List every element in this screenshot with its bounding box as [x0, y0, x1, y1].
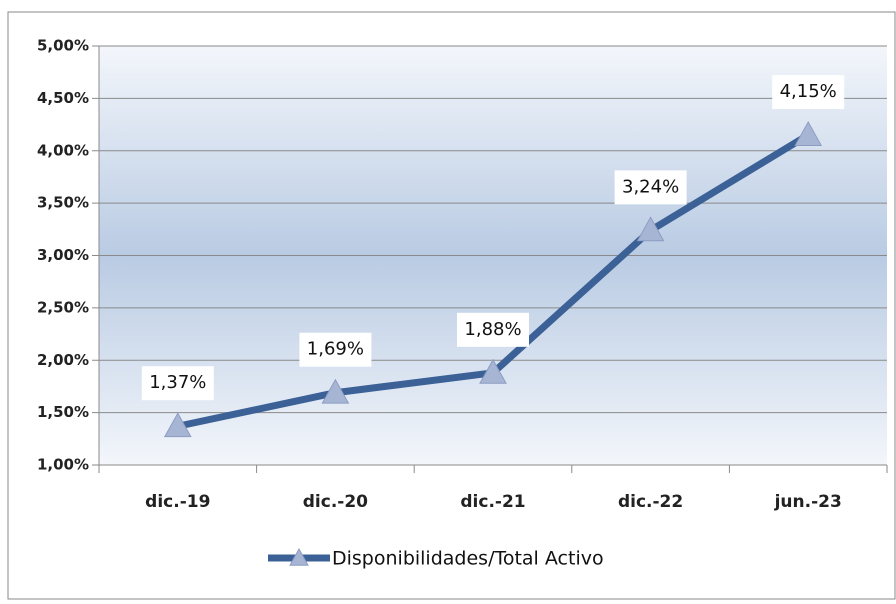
y-tick-label: 3,50% [37, 194, 89, 212]
x-tick-label: dic.-20 [303, 492, 368, 512]
marker [794, 121, 823, 146]
data-label-box [614, 170, 687, 205]
data-label: 1,88% [464, 319, 521, 340]
y-tick-label: 2,00% [37, 351, 89, 369]
marker [479, 358, 507, 384]
x-tick-label: jun.-23 [774, 492, 842, 512]
y-tick-label: 5,00% [37, 37, 89, 55]
data-label-box [457, 312, 529, 347]
legend-label: Disponibilidades/Total Activo [332, 548, 604, 570]
data-label-box [141, 366, 214, 401]
y-tick-label: 2,50% [37, 298, 89, 316]
x-tick-label: dic.-21 [460, 492, 525, 512]
data-label: 4,15% [780, 81, 837, 102]
data-label: 1,37% [149, 372, 206, 393]
legend-marker [289, 547, 309, 566]
data-label: 1,69% [307, 339, 364, 360]
y-tick-label: 4,50% [37, 89, 89, 107]
data-label-box [299, 332, 372, 367]
y-tick-label: 3,00% [37, 246, 89, 264]
marker [163, 412, 192, 438]
x-tick-label: dic.-19 [145, 492, 210, 512]
data-label-box [772, 75, 845, 110]
marker [321, 378, 350, 404]
y-tick-label: 4,00% [37, 141, 89, 159]
marker [636, 216, 665, 242]
y-tick-label: 1,50% [37, 403, 89, 421]
data-label: 3,24% [622, 176, 679, 197]
x-tick-label: dic.-22 [618, 492, 683, 512]
y-tick-label: 1,00% [37, 456, 89, 474]
